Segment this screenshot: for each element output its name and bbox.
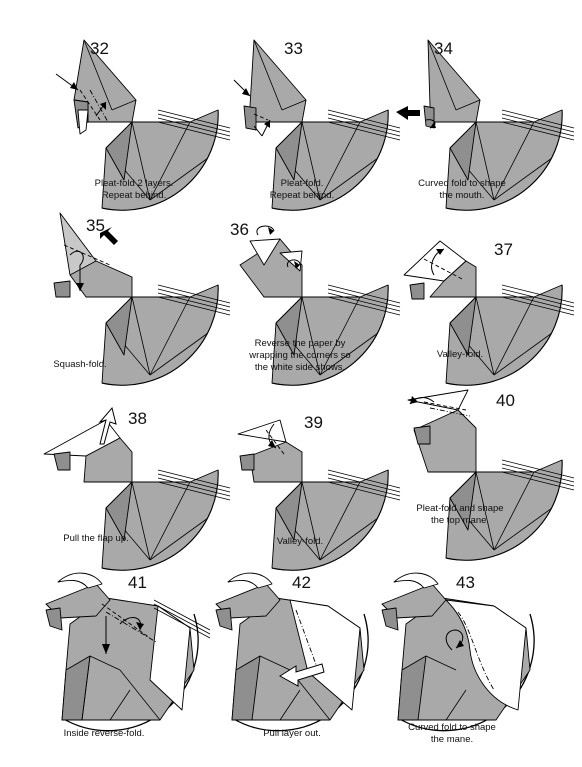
caption-line: Reverse the paper by	[255, 338, 346, 349]
caption-line: Repeat behind.	[270, 190, 334, 201]
step-36: 36	[230, 220, 401, 386]
caption-33: Pleat-fold. Repeat behind.	[270, 178, 334, 201]
step-number: 39	[304, 413, 323, 432]
caption-line: Squash-fold.	[53, 359, 106, 370]
caption-line: Pull the flap up.	[63, 533, 129, 544]
caption-36: Reverse the paper by wrapping the corner…	[248, 338, 350, 373]
caption-37: Valley-fold.	[437, 349, 483, 360]
step-42: 42	[215, 572, 369, 732]
step-number: 34	[434, 39, 453, 58]
step-41: 41	[45, 572, 211, 732]
step-number: 32	[90, 39, 109, 58]
caption-32: Pleat-fold 2 layers. Repeat behind.	[95, 178, 174, 201]
step-35: 35	[53, 212, 231, 386]
step-number: 33	[284, 39, 303, 58]
caption-41: Inside reverse-fold.	[64, 728, 145, 739]
caption-43: Curved fold to shape the mane.	[408, 722, 496, 745]
caption-line: the mane.	[431, 734, 473, 745]
step-number: 42	[292, 573, 311, 592]
caption-35: Squash-fold.	[53, 359, 106, 370]
step-number: 38	[128, 409, 147, 428]
step-32: 32	[55, 39, 231, 211]
caption-42: Pull layer out.	[263, 728, 321, 739]
step-number: 37	[494, 240, 513, 259]
caption-line: Pleat-fold.	[281, 178, 324, 189]
step-number: 41	[128, 573, 147, 592]
step-number: 43	[456, 573, 475, 592]
caption-line: Repeat behind.	[102, 190, 166, 201]
caption-line: wrapping the corners so	[248, 350, 350, 361]
step-39: 39	[237, 413, 401, 571]
caption-line: Pleat-fold 2 layers.	[95, 178, 174, 189]
caption-line: Valley-fold.	[437, 349, 483, 360]
caption-line: Inside reverse-fold.	[64, 728, 145, 739]
caption-line: the top mane.	[431, 515, 489, 526]
caption-line: the mouth.	[440, 190, 485, 201]
caption-line: the white side shows.	[255, 362, 345, 373]
caption-line: Pull layer out.	[263, 728, 321, 739]
step-number: 40	[496, 391, 515, 410]
step-37: 37	[403, 240, 575, 386]
caption-line: Curved fold to shape	[408, 722, 496, 733]
caption-38: Pull the flap up.	[63, 533, 129, 544]
step-33: 33	[233, 39, 401, 211]
caption-line: Curved fold to shape	[418, 178, 506, 189]
caption-40: Pleat-fold and shape the top mane.	[416, 503, 503, 526]
caption-line: Pleat-fold and shape	[416, 503, 503, 514]
step-43: 43	[381, 572, 535, 732]
step-38: 38	[43, 406, 231, 571]
step-number: 36	[230, 220, 249, 239]
step-number: 35	[86, 216, 105, 235]
step-40: 40	[407, 389, 575, 561]
caption-line: Valley-fold.	[277, 536, 323, 547]
step-34: 34	[396, 39, 575, 211]
caption-34: Curved fold to shape the mouth.	[418, 178, 506, 201]
caption-39: Valley-fold.	[277, 536, 323, 547]
